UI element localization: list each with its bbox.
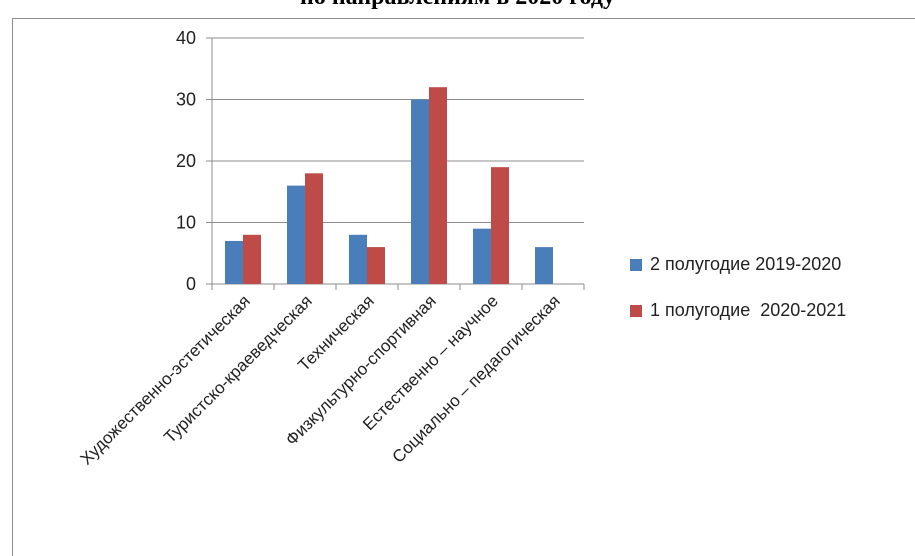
y-tick-label: 0 [186,274,196,294]
bar [491,167,509,284]
bar [305,173,323,284]
y-tick-label: 40 [176,28,196,48]
bar [367,247,385,284]
legend-swatch [630,305,642,317]
bar [473,228,491,284]
page-title: по направлениям в 2020 году [0,0,915,11]
chart-frame [12,18,915,556]
bar [535,247,553,284]
legend-label: 1 полугодие 2020-2021 [650,300,846,320]
bar [411,99,429,284]
bar [429,87,447,284]
y-tick-label: 10 [176,213,196,233]
legend-label: 2 полугодие 2019-2020 [650,254,841,274]
bar [243,234,261,284]
legend-swatch [630,259,642,271]
bar [349,234,367,284]
bar [225,240,243,284]
y-tick-label: 20 [176,151,196,171]
y-tick-label: 30 [176,90,196,110]
bar [287,185,305,284]
